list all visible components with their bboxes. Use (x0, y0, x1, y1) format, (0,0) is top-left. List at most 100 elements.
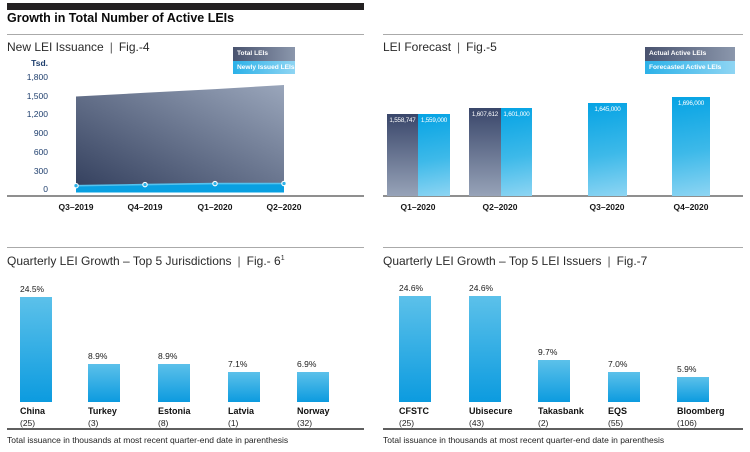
fig5-fig-label: Fig.-5 (466, 40, 497, 54)
data-point-marker (142, 181, 148, 188)
fig6-bar (88, 363, 120, 402)
x-tick: Q1–2020 (197, 202, 233, 212)
y-tick: 0 (43, 184, 48, 194)
footnote: Total issuance in thousands at most rece… (7, 435, 289, 445)
y-tick: 600 (33, 147, 48, 157)
category-label: Latvia (228, 406, 255, 416)
legend-label: Newly Issued LEIs (237, 63, 295, 71)
forecasted-active-leis-bar: 1,559,000 (418, 113, 450, 196)
category-label: Estonia (158, 406, 191, 416)
category-label: Bloomberg (677, 406, 725, 416)
bar-percent-label: 24.5% (20, 283, 45, 294)
footnote: Total issuance in thousands at most rece… (383, 435, 665, 445)
x-tick: Q1–2020 (400, 202, 436, 212)
fig4-title-text: New LEI Issuance (7, 40, 104, 54)
page-title: Growth in Total Number of Active LEIs (7, 11, 235, 25)
fig4-fig-label: Fig.-4 (118, 40, 150, 54)
fig7-bar (538, 360, 570, 402)
x-tick: Q2–2020 (482, 202, 518, 212)
divider (383, 34, 743, 35)
divider (383, 428, 743, 430)
divider (7, 428, 364, 430)
fig7-bar (399, 296, 431, 402)
fig7-bar (469, 296, 501, 402)
newly-issued-leis-band (76, 183, 284, 193)
bar-percent-label: 8.9% (88, 350, 108, 361)
forecasted-active-leis-bar: 1,601,000 (501, 108, 532, 196)
category-label: EQS (608, 406, 628, 416)
legend-item-actual-active-leis: Actual Active LEIs (645, 47, 735, 61)
legend-item-newly-issued-leis: Newly Issued LEIs (233, 60, 295, 74)
data-point-marker (281, 180, 287, 187)
fig4-legend: Total LEIs Newly Issued LEIs (233, 47, 295, 74)
category-label: Ubisecure (469, 406, 513, 416)
y-axis-unit-label: Tsd. (31, 58, 48, 68)
bar-value-label: 1,558,747 (389, 116, 416, 124)
category-label: Takasbank (538, 406, 584, 416)
y-tick: 1,800 (26, 72, 48, 82)
fig7-bar (677, 376, 709, 402)
bar-value-label: 1,559,000 (420, 116, 448, 124)
bar-value-label: 1,607,612 (471, 110, 499, 118)
count-label: (25) (399, 418, 415, 428)
count-label: (25) (20, 418, 36, 428)
count-label: (8) (158, 418, 169, 428)
category-label: CFSTC (399, 406, 429, 416)
fig7-title: Quarterly LEI Growth – Top 5 LEI Issuers… (383, 254, 647, 268)
bar-value-label: 1,645,000 (594, 105, 621, 113)
bar-percent-label: 9.7% (538, 347, 558, 358)
count-label: (1) (228, 418, 239, 428)
total-leis-area (76, 85, 284, 192)
fig4-title: New LEI Issuance | Fig.-4 (7, 40, 150, 54)
divider (7, 34, 364, 35)
separator: | (457, 40, 461, 54)
bar-percent-label: 5.9% (677, 363, 697, 374)
y-tick: 1,500 (26, 91, 48, 101)
count-label: (55) (608, 418, 624, 428)
bar-percent-label: 7.0% (608, 358, 628, 369)
x-tick: Q3–2019 (58, 202, 94, 212)
y-tick: 900 (33, 128, 48, 138)
fig6-bar (228, 371, 260, 402)
fig5-legend: Actual Active LEIs Forecasted Active LEI… (645, 47, 735, 74)
divider (383, 247, 743, 248)
fig7-bar (608, 371, 640, 402)
bar-percent-label: 7.1% (228, 358, 248, 369)
newly-issued-leis-line (75, 182, 285, 187)
fig6-title-text: Quarterly LEI Growth – Top 5 Jurisdictio… (7, 254, 232, 268)
count-label: (32) (297, 418, 313, 428)
separator: | (237, 254, 241, 268)
fig5-title: LEI Forecast | Fig.-5 (383, 40, 497, 54)
fig6-fig-label: Fig.- 6 (246, 254, 281, 268)
divider (7, 247, 364, 248)
fig6-bar (20, 296, 52, 402)
y-tick: 300 (33, 166, 48, 176)
bar-percent-label: 24.6% (399, 283, 424, 294)
count-label: (106) (677, 418, 697, 428)
data-point-marker (73, 182, 79, 189)
data-point-marker (212, 180, 218, 187)
actual-active-leis-bar: 1,607,612 (469, 107, 501, 196)
y-tick: 1,200 (26, 109, 48, 119)
forecasted-active-leis-bar: 1,696,000 (672, 96, 710, 196)
fig5-title-text: LEI Forecast (383, 40, 452, 54)
header-accent-bar (7, 3, 364, 10)
category-label: Turkey (88, 406, 117, 416)
fig7-fig-label: Fig.-7 (616, 254, 648, 268)
fig6-bar (158, 363, 190, 402)
x-tick: Q2–2020 (266, 202, 302, 212)
x-tick: Q4–2019 (127, 202, 163, 212)
legend-label: Total LEIs (237, 50, 269, 58)
separator: | (109, 40, 113, 54)
legend-label: Forecasted Active LEIs (649, 63, 722, 71)
category-label: China (20, 406, 46, 416)
bar-value-label: 1,601,000 (503, 111, 530, 119)
count-label: (3) (88, 418, 99, 428)
forecasted-active-leis-bar: 1,645,000 (588, 102, 627, 196)
count-label: (43) (469, 418, 485, 428)
x-tick: Q4–2020 (673, 202, 709, 212)
legend-item-total-leis: Total LEIs (233, 47, 295, 61)
legend-item-forecasted-active-leis: Forecasted Active LEIs (645, 60, 735, 74)
x-tick: Q3–2020 (589, 202, 625, 212)
